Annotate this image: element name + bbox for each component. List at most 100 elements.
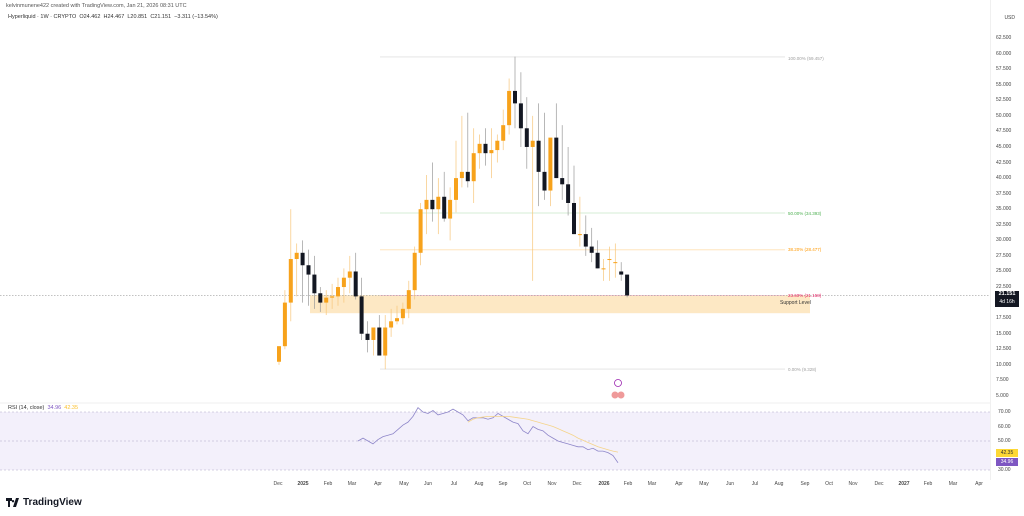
candle-body <box>400 308 405 319</box>
time-tick: Apr <box>374 481 382 487</box>
price-chart-canvas[interactable] <box>0 0 990 480</box>
candle-body <box>277 346 281 362</box>
candle-body <box>282 302 287 347</box>
candle-body <box>341 277 346 288</box>
candle-body <box>566 184 571 203</box>
time-tick: Mar <box>647 481 657 487</box>
support-zone <box>310 295 810 314</box>
candle-body <box>306 265 311 275</box>
candle-body <box>436 196 441 210</box>
candle-body <box>489 150 494 154</box>
fib-label-382: 38.20% (28.477) <box>788 247 822 252</box>
rsi-tick: 30.00 <box>998 467 1011 473</box>
time-tick: Jun <box>725 481 735 487</box>
price-tick: 22.500 <box>996 284 1012 291</box>
fib-label-0: 0.00% (9.328) <box>788 367 817 372</box>
candle-body <box>442 196 447 219</box>
time-tick: Feb <box>323 481 333 487</box>
bar-countdown: 4d 16h <box>999 298 1015 305</box>
price-tick: 7.500 <box>996 377 1009 384</box>
price-tick: 52.500 <box>996 97 1012 104</box>
time-tick: Oct <box>523 481 531 487</box>
time-tick: Jul <box>450 481 458 487</box>
candle-body <box>318 293 323 303</box>
candle-body <box>300 252 305 266</box>
time-tick: May <box>699 481 709 487</box>
candle-body <box>583 234 588 247</box>
candle-body <box>542 171 547 191</box>
flag-icon <box>617 391 625 399</box>
candle-body <box>336 287 340 297</box>
candle-body <box>371 327 376 340</box>
candle-body <box>406 290 411 309</box>
price-tick: 40.000 <box>996 175 1012 182</box>
time-tick: Sep <box>498 481 508 487</box>
price-tick: 35.000 <box>996 206 1012 213</box>
ohlc-low: L20.851 <box>127 14 148 20</box>
ohlc-open: O24.462 <box>79 14 101 20</box>
price-tick: 30.000 <box>996 237 1012 244</box>
rsi-tick: 60.00 <box>998 423 1011 430</box>
price-tick: 37.500 <box>996 190 1012 197</box>
candle-body <box>288 259 293 303</box>
candle-body <box>548 137 553 191</box>
candle-body <box>601 268 606 270</box>
rsi-value-tag: 34.96 <box>996 458 1018 466</box>
price-tick: 45.000 <box>996 143 1012 150</box>
time-tick: Feb <box>623 481 633 487</box>
candle-body <box>424 199 429 210</box>
time-tick: Nov <box>848 481 858 487</box>
price-tick: 55.000 <box>996 81 1012 88</box>
currency-label: USD <box>1004 15 1015 21</box>
candle-body <box>347 271 352 278</box>
candle-body <box>577 234 582 236</box>
ohlc-close: C21.151 <box>150 14 172 20</box>
price-tick: 50.000 <box>996 112 1012 119</box>
price-axis[interactable]: USD <box>990 0 1024 480</box>
rsi-value: 34.96 <box>47 405 62 411</box>
candle-body <box>483 143 488 154</box>
price-change: −3.311 (−13.54%) <box>174 14 218 20</box>
time-tick: Feb <box>923 481 933 487</box>
candle-body <box>359 296 364 334</box>
time-tick: 2027 <box>898 481 910 487</box>
candle-body <box>477 143 482 154</box>
candle-body <box>454 178 458 200</box>
time-tick: Dec <box>572 481 582 487</box>
candle-body <box>430 199 435 210</box>
price-tick: 32.500 <box>996 221 1012 228</box>
time-tick: 2025 <box>297 481 309 487</box>
candle-body <box>536 140 541 172</box>
rsi-line <box>357 407 619 463</box>
candle-body <box>554 137 559 179</box>
candle-body <box>418 209 423 253</box>
candle-body <box>619 271 624 275</box>
candle-body <box>294 252 299 260</box>
price-tick: 42.500 <box>996 159 1012 166</box>
candle-body <box>330 296 335 298</box>
candle-body <box>465 171 470 182</box>
candle-body <box>383 327 388 356</box>
current-price-tag: 21.151 4d 16h <box>995 291 1019 307</box>
time-tick: Mar <box>948 481 958 487</box>
price-tick: 57.500 <box>996 66 1012 73</box>
candle-body <box>507 90 512 126</box>
rsi-tick: 70.00 <box>998 409 1011 415</box>
symbol-name[interactable]: Hyperliquid · 1W · CRYPTO <box>8 14 77 20</box>
time-tick: Apr <box>675 481 683 487</box>
rsi-title[interactable]: RSI (14, close) <box>8 405 45 411</box>
price-tick: 17.500 <box>996 315 1012 322</box>
candle-body <box>389 321 394 328</box>
price-tick: 62.500 <box>996 35 1012 41</box>
candle-body <box>459 171 464 179</box>
time-tick: Nov <box>547 481 557 487</box>
symbol-legend: Hyperliquid · 1W · CRYPTO O24.462 H24.46… <box>8 14 218 20</box>
candle-body <box>448 199 453 219</box>
candle-body <box>607 259 612 261</box>
candle-body <box>495 140 500 151</box>
support-level-label: Support Level <box>780 300 811 306</box>
rsi-ma-line <box>467 415 619 453</box>
price-tick: 47.500 <box>996 128 1012 135</box>
rsi-ma-value: 42.35 <box>64 405 79 411</box>
rsi-tick: 50.00 <box>998 438 1011 444</box>
